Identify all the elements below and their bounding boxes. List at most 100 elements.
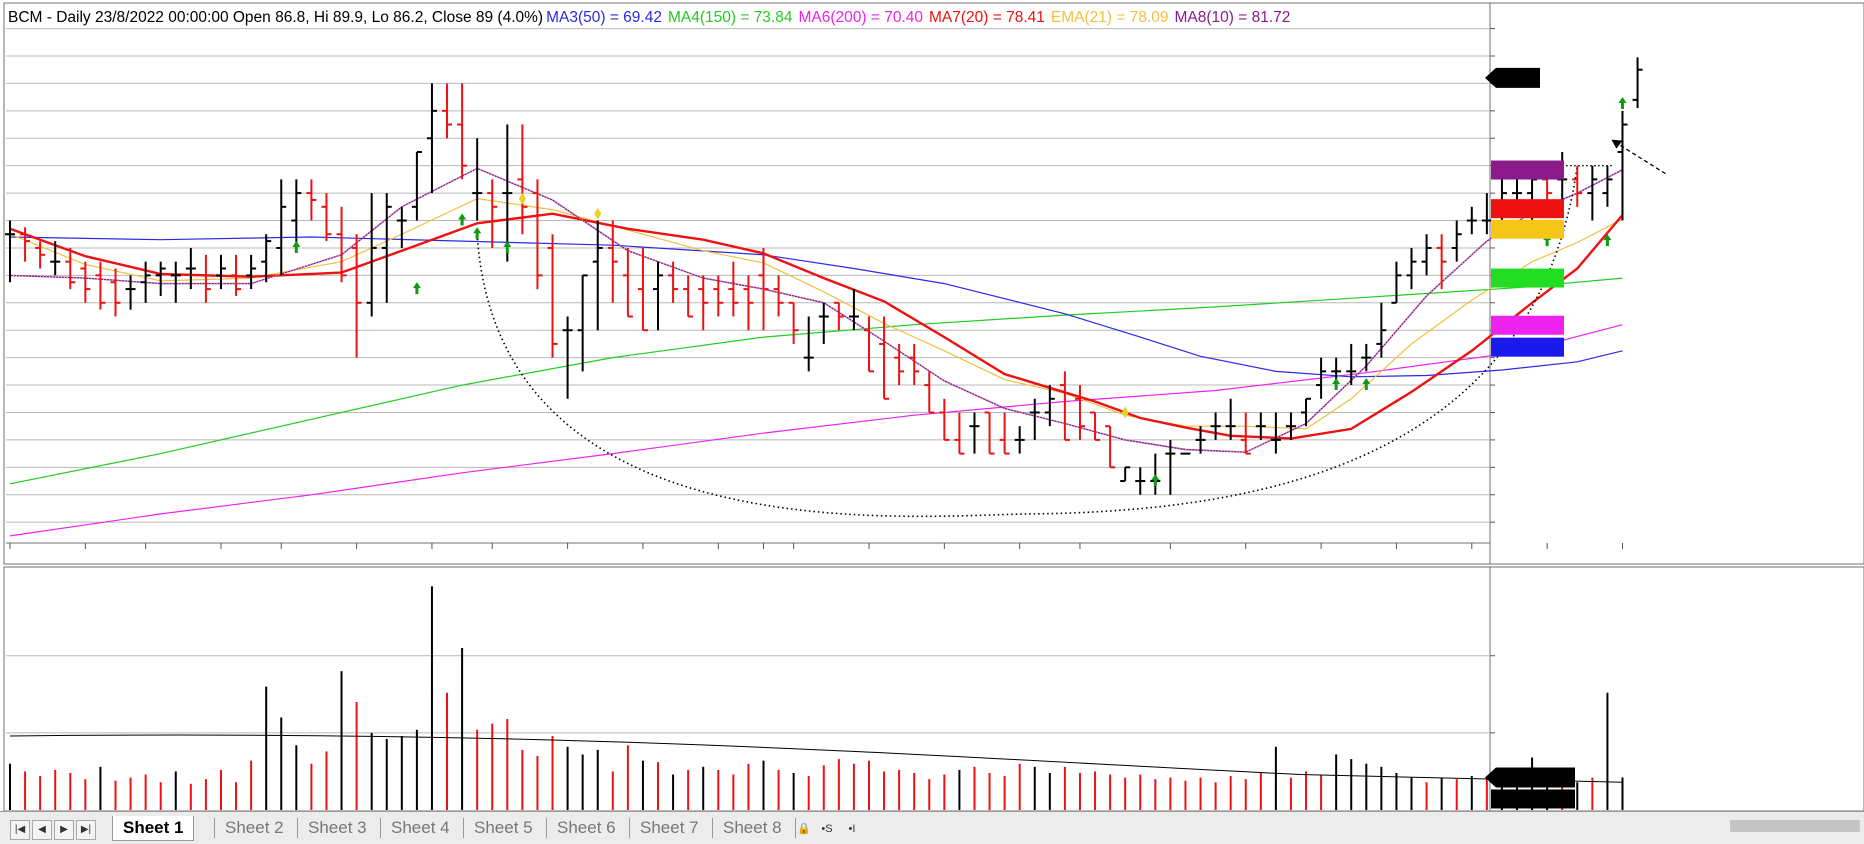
- ohlc-bar[interactable]: [1436, 234, 1447, 290]
- ohlc-bar[interactable]: [562, 316, 573, 399]
- ohlc-bar[interactable]: [110, 268, 121, 317]
- ohlc-bar[interactable]: [1135, 467, 1146, 495]
- ohlc-bar[interactable]: [1090, 411, 1101, 441]
- ohlc-bar[interactable]: [185, 247, 196, 290]
- ohlc-bar[interactable]: [607, 220, 618, 303]
- ohlc-bar[interactable]: [1587, 165, 1598, 221]
- ohlc-bar[interactable]: [1346, 343, 1357, 386]
- ohlc-bar[interactable]: [35, 241, 46, 269]
- tab-sheet-8[interactable]: Sheet 8: [723, 818, 782, 837]
- ohlc-bar[interactable]: [261, 234, 272, 283]
- ohlc-bar[interactable]: [984, 411, 995, 455]
- ohlc-bar[interactable]: [125, 275, 136, 310]
- ohlc-bar[interactable]: [713, 275, 724, 317]
- ohlc-bar[interactable]: [502, 124, 513, 262]
- ohlc-bar[interactable]: [833, 301, 844, 331]
- ohlc-bar[interactable]: [728, 261, 739, 317]
- ohlc-bar[interactable]: [532, 179, 543, 290]
- ohlc-bar[interactable]: [803, 316, 814, 372]
- ohlc-bar[interactable]: [592, 220, 603, 331]
- ohlc-bar[interactable]: [939, 398, 950, 441]
- tab-sheet-3[interactable]: Sheet 3: [308, 818, 367, 837]
- cursor-icon[interactable]: •I: [848, 823, 856, 835]
- ohlc-bar[interactable]: [336, 206, 347, 283]
- ohlc-bar[interactable]: [954, 412, 965, 455]
- ohlc-bar[interactable]: [773, 275, 784, 317]
- ohlc-bar[interactable]: [457, 83, 468, 180]
- lock-icon[interactable]: 🔒: [797, 823, 811, 835]
- ohlc-bar[interactable]: [909, 343, 920, 386]
- ohlc-bar[interactable]: [487, 179, 498, 248]
- price-pane[interactable]: BCM - Daily 23/8/2022 00:00:00 Open 86.8…: [3, 2, 1864, 565]
- first-sheet-icon[interactable]: |◀: [10, 820, 30, 840]
- ohlc-bar[interactable]: [321, 193, 332, 242]
- ohlc-bar[interactable]: [396, 206, 407, 248]
- ohlc-bar[interactable]: [547, 234, 558, 358]
- ohlc-bar[interactable]: [1105, 425, 1116, 469]
- ohlc-bar[interactable]: [1361, 343, 1372, 372]
- ohlc-bar[interactable]: [668, 261, 679, 303]
- ohlc-bar[interactable]: [683, 275, 694, 318]
- last-sheet-icon[interactable]: ▶|: [76, 820, 96, 840]
- ohlc-bar[interactable]: [1210, 412, 1221, 440]
- ohlc-bar[interactable]: [894, 343, 905, 386]
- ohlc-bar[interactable]: [1391, 261, 1402, 304]
- ohlc-bar[interactable]: [848, 289, 859, 331]
- ohlc-bar[interactable]: [231, 254, 242, 296]
- ohlc-bar[interactable]: [50, 241, 61, 276]
- ohlc-bar[interactable]: [215, 254, 226, 290]
- ohlc-bar[interactable]: [1451, 220, 1462, 262]
- ohlc-bar[interactable]: [577, 274, 588, 372]
- horizontal-scrollbar[interactable]: [1730, 820, 1860, 832]
- ohlc-bar[interactable]: [1059, 371, 1070, 441]
- tab-sheet-7[interactable]: Sheet 7: [640, 818, 699, 837]
- ohlc-bar[interactable]: [472, 138, 483, 221]
- ohlc-bar[interactable]: [1602, 165, 1613, 207]
- ohlc-bar[interactable]: [1120, 466, 1131, 483]
- ohlc-bar[interactable]: [1225, 398, 1236, 440]
- ohlc-bar[interactable]: [1195, 426, 1206, 454]
- ohlc-bar[interactable]: [1376, 302, 1387, 358]
- ohlc-bar[interactable]: [517, 124, 528, 235]
- ohlc-bar[interactable]: [622, 247, 633, 318]
- ohlc-bar[interactable]: [366, 193, 377, 317]
- ohlc-bar[interactable]: [200, 254, 211, 303]
- ohlc-bar[interactable]: [1165, 439, 1176, 495]
- ohlc-bar[interactable]: [1617, 110, 1628, 221]
- ohlc-bar[interactable]: [788, 301, 799, 344]
- ohlc-bar[interactable]: [291, 179, 302, 248]
- tab-sheet-6[interactable]: Sheet 6: [557, 818, 616, 837]
- next-sheet-icon[interactable]: ▶: [54, 820, 74, 840]
- tab-sheet-1[interactable]: Sheet 1: [112, 816, 195, 841]
- ohlc-bar[interactable]: [276, 179, 287, 276]
- ohlc-bar[interactable]: [1301, 397, 1312, 427]
- ohlc-bar[interactable]: [306, 179, 317, 221]
- ohlc-bar[interactable]: [381, 193, 392, 303]
- ohlc-bar[interactable]: [1014, 426, 1025, 454]
- volume-pane[interactable]: [3, 566, 1864, 812]
- ohlc-bar[interactable]: [1255, 412, 1266, 440]
- ohlc-bar[interactable]: [5, 220, 15, 283]
- ohlc-bar[interactable]: [246, 254, 257, 290]
- ohlc-bar[interactable]: [1632, 57, 1643, 109]
- prev-sheet-icon[interactable]: ◀: [32, 820, 52, 840]
- ohlc-bar[interactable]: [1285, 412, 1296, 440]
- ohlc-bar[interactable]: [95, 261, 106, 310]
- ohlc-bar[interactable]: [863, 316, 874, 373]
- ohlc-bar[interactable]: [442, 83, 453, 139]
- tab-sheet-2[interactable]: Sheet 2: [225, 818, 284, 837]
- ohlc-bar[interactable]: [969, 412, 980, 454]
- ohlc-bar[interactable]: [1270, 412, 1281, 454]
- ohlc-bar[interactable]: [65, 247, 76, 290]
- ohlc-bar[interactable]: [924, 371, 935, 414]
- ohlc-bar[interactable]: [1029, 398, 1040, 440]
- ohlc-bar[interactable]: [351, 234, 362, 358]
- ohlc-bar[interactable]: [698, 275, 709, 331]
- ohlc-bar[interactable]: [1044, 385, 1055, 427]
- ohlc-bar[interactable]: [1074, 385, 1085, 440]
- ohlc-bar[interactable]: [1421, 234, 1432, 276]
- sync-icon[interactable]: •S: [821, 823, 833, 835]
- tab-sheet-4[interactable]: Sheet 4: [391, 818, 450, 837]
- ohlc-bar[interactable]: [1406, 247, 1417, 290]
- ohlc-bar[interactable]: [80, 261, 91, 303]
